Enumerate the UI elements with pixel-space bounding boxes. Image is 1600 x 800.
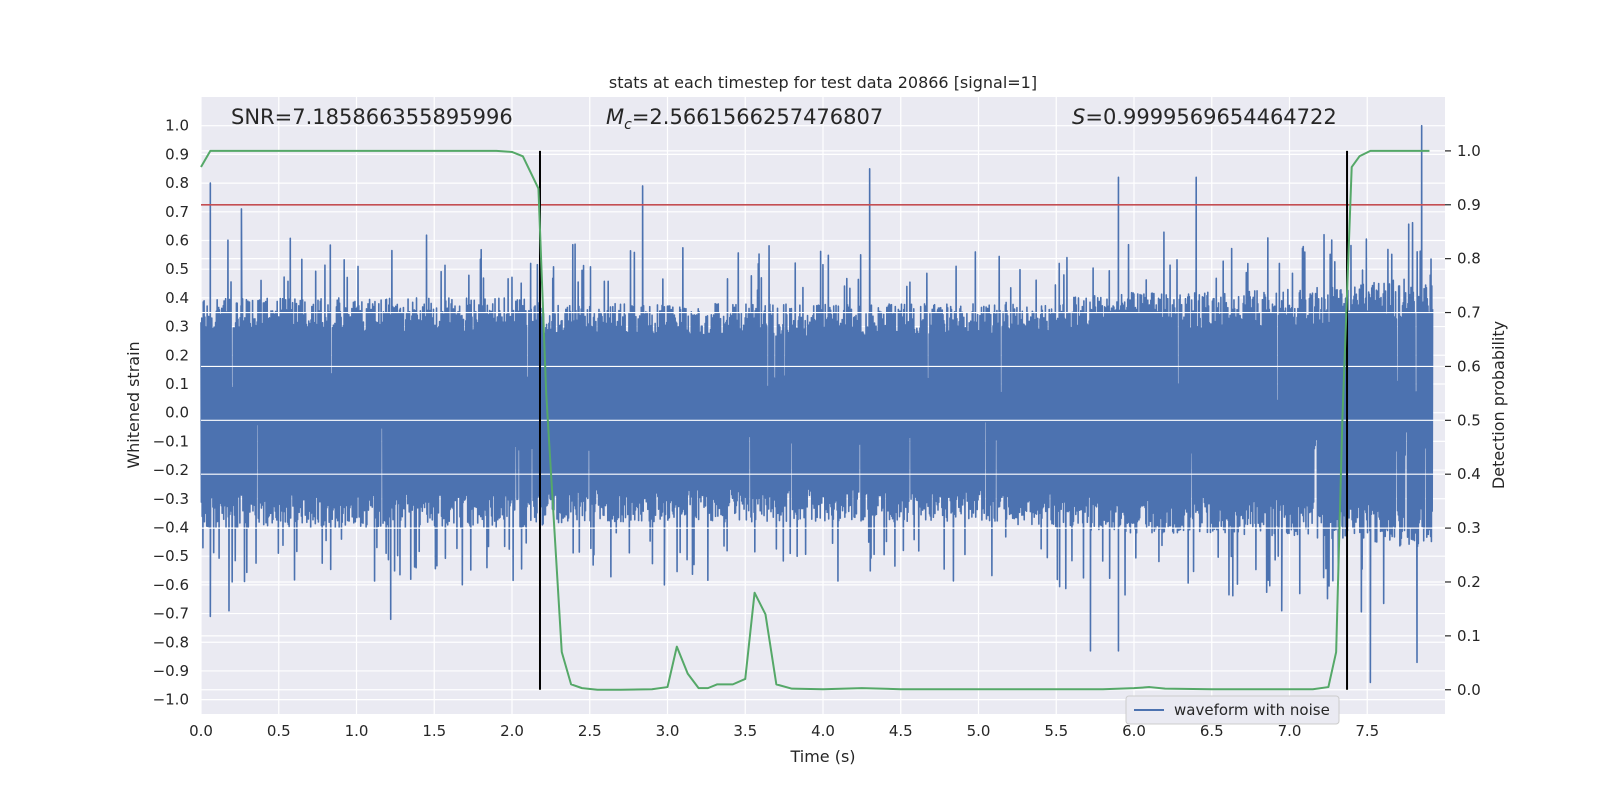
probability-line	[200, 149, 1430, 691]
y-tick-label: −0.1	[153, 432, 189, 450]
y2-tick-label: 0.0	[1457, 681, 1481, 699]
y-tick-label: 1.0	[165, 117, 189, 135]
y-tick-label: −0.8	[153, 633, 189, 651]
chirp-mass-annotation: Mc=2.5661566257476807	[606, 105, 883, 133]
legend: waveform with noise	[1125, 695, 1340, 725]
y2-tick-label: 0.6	[1457, 357, 1481, 375]
y2-tick-label: 1.0	[1457, 142, 1481, 160]
y-tick-label: −0.2	[153, 461, 189, 479]
y-tick-label: −0.5	[153, 547, 189, 565]
y-tick-label: −0.9	[153, 662, 189, 680]
score-value: =0.9999569654464722	[1085, 105, 1336, 129]
x-tick-label: 6.5	[1200, 722, 1224, 740]
x-tick-label: 1.0	[345, 722, 369, 740]
chart-title: stats at each timestep for test data 208…	[609, 73, 1037, 92]
x-tick-label: 2.5	[578, 722, 602, 740]
y2-tick-label: 0.1	[1457, 627, 1481, 645]
overlay-lines	[201, 150, 1445, 690]
snr-annotation: SNR=7.185866355895996	[231, 105, 513, 129]
x-tick-label: 1.5	[422, 722, 446, 740]
y-tick-label: −0.6	[153, 576, 189, 594]
chirp-mass-value: =2.5661566257476807	[632, 105, 883, 129]
y2-tick-label: 0.7	[1457, 304, 1481, 322]
score-symbol: S	[1072, 105, 1085, 129]
x-tick-label: 7.0	[1278, 722, 1302, 740]
x-axis-label: Time (s)	[789, 747, 855, 766]
x-tick-label: 4.5	[889, 722, 913, 740]
x-tick-label: 4.0	[811, 722, 835, 740]
y2-axis-ticks: 0.0 0.1 0.2 0.3 0.4 0.5 0.6 0.7 0.8 0.9 1.0	[1445, 142, 1481, 699]
y2-tick-label: 0.8	[1457, 250, 1481, 268]
waveform-series	[200, 124, 1434, 684]
chirp-mass-symbol: M	[606, 105, 624, 129]
x-tick-label: 0.0	[189, 722, 213, 740]
y-tick-label: 0.4	[165, 289, 189, 307]
y2-tick-label: 0.3	[1457, 519, 1481, 537]
y-tick-label: 0.5	[165, 260, 189, 278]
y-tick-label: 0.6	[165, 231, 189, 249]
y-tick-label: −1.0	[153, 691, 189, 709]
x-tick-label: 3.0	[656, 722, 680, 740]
y2-axis-label: Detection probability	[1489, 321, 1508, 489]
chirp-mass-subscript: c	[624, 117, 632, 133]
y-tick-label: 0.0	[165, 404, 189, 422]
y2-tick-label: 0.2	[1457, 573, 1481, 591]
y-tick-label: −0.4	[153, 518, 189, 536]
y-tick-label: 0.3	[165, 318, 189, 336]
x-tick-label: 3.5	[733, 722, 757, 740]
legend-label-waveform: waveform with noise	[1174, 701, 1330, 719]
x-tick-label: 7.5	[1355, 722, 1379, 740]
y-axis-label: Whitened strain	[124, 341, 143, 468]
y-tick-label: 0.1	[165, 375, 189, 393]
legend-box	[1125, 695, 1340, 725]
x-tick-label: 5.5	[1044, 722, 1068, 740]
y-tick-label: 0.7	[165, 203, 189, 221]
y2-tick-label: 0.5	[1457, 411, 1481, 429]
x-tick-label: 6.0	[1122, 722, 1146, 740]
y-tick-label: −0.7	[153, 605, 189, 623]
y2-tick-label: 0.9	[1457, 196, 1481, 214]
score-annotation: S=0.9999569654464722	[1072, 105, 1337, 129]
x-tick-label: 2.0	[500, 722, 524, 740]
x-tick-label: 5.0	[967, 722, 991, 740]
probability-series	[200, 149, 1430, 691]
waveform-line	[200, 124, 1434, 684]
y-tick-label: 0.8	[165, 174, 189, 192]
y2-tick-label: 0.4	[1457, 465, 1481, 483]
y-tick-label: 0.9	[165, 145, 189, 163]
y-tick-label: −0.3	[153, 490, 189, 508]
x-axis-ticks: 0.0 0.5 1.0 1.5 2.0 2.5 3.0 3.5 4.0 4.5 5.0 5.5 6.0 6…	[189, 722, 1379, 740]
y-axis-ticks: −1.0 −0.9 −0.8 −0.7 −0.6 −0.5 −0.4 −0.3 −0.2 −0.1…	[153, 117, 189, 709]
x-tick-label: 0.5	[267, 722, 291, 740]
y-tick-label: 0.2	[165, 346, 189, 364]
